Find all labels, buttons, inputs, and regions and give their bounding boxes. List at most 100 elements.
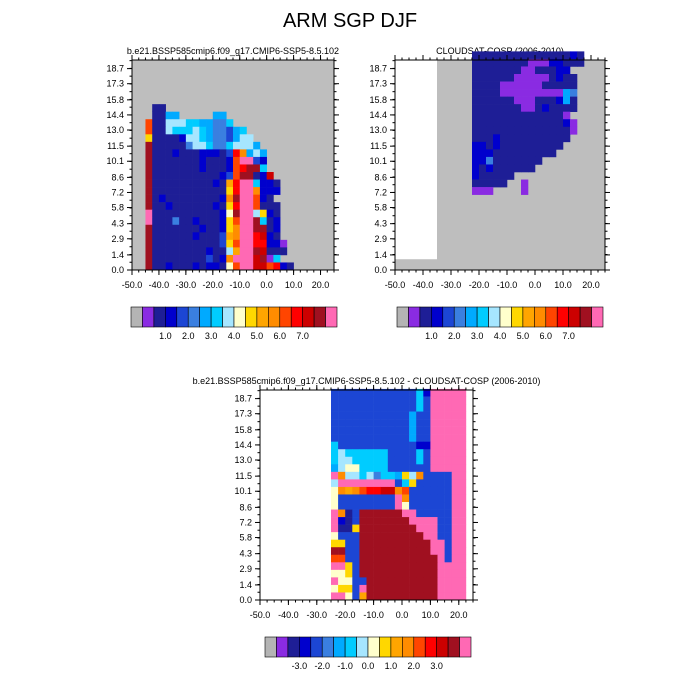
heatmap-cell (556, 126, 564, 135)
heatmap-cell (430, 449, 438, 458)
heatmap-cell (402, 502, 410, 510)
heatmap-cell (437, 441, 445, 450)
heatmap-cell (331, 577, 339, 586)
colorbar-label: 3.0 (471, 331, 484, 341)
heatmap-cell (352, 517, 360, 525)
heatmap-cell (239, 209, 247, 218)
heatmap-cell (479, 172, 487, 180)
heatmap-cell (273, 239, 281, 248)
heatmap-cell (212, 126, 220, 135)
y-tick-label: 13.0 (234, 455, 252, 465)
heatmap-cell (479, 156, 487, 165)
heatmap-cell (259, 262, 267, 271)
heatmap-cell (535, 81, 543, 90)
colorbar-swatch (367, 636, 380, 658)
heatmap-cell (394, 592, 403, 601)
heatmap-cell (514, 58, 522, 67)
heatmap-cell (212, 202, 220, 210)
heatmap-cell (423, 569, 431, 578)
heatmap-cell (380, 388, 389, 397)
heatmap-cell (359, 494, 367, 503)
heatmap-cell (226, 172, 234, 180)
heatmap-cell (458, 464, 467, 473)
heatmap-cell (563, 58, 571, 67)
heatmap-cell (345, 584, 353, 593)
heatmap-cell (352, 532, 360, 540)
heatmap-cell (373, 404, 381, 412)
heatmap-cell (273, 262, 281, 271)
heatmap-cell (206, 217, 214, 226)
x-tick-label: -10.0 (497, 280, 518, 290)
heatmap-cell (233, 224, 241, 233)
heatmap-cell (212, 217, 220, 226)
heatmap-cell (239, 134, 247, 143)
heatmap-cell (430, 434, 438, 442)
heatmap-cell (345, 464, 353, 473)
heatmap-cell (179, 217, 187, 226)
heatmap-cell (366, 456, 374, 465)
heatmap-cell (233, 262, 241, 271)
heatmap-cell (165, 111, 173, 120)
heatmap-cell (493, 81, 501, 90)
colorbar-label: 3.0 (430, 661, 443, 671)
heatmap-cell (542, 66, 550, 75)
heatmap-cell (212, 232, 220, 241)
heatmap-cell (338, 434, 346, 442)
heatmap-cell (158, 194, 166, 203)
heatmap-cell (145, 239, 153, 248)
heatmap-cell (212, 149, 220, 158)
y-tick-label: 10.1 (106, 156, 124, 166)
heatmap-cell (451, 532, 460, 540)
heatmap-cell (493, 149, 501, 158)
heatmap-cell (535, 111, 543, 120)
x-tick-label: 20.0 (582, 280, 600, 290)
heatmap-cell (437, 569, 445, 578)
heatmap-cell (387, 464, 396, 473)
heatmap-cell (179, 172, 187, 180)
heatmap-cell (145, 187, 153, 195)
colorbar-swatch (402, 636, 415, 658)
heatmap-cell (179, 126, 187, 135)
heatmap-cell (437, 577, 445, 586)
heatmap-cell (253, 194, 261, 203)
heatmap-cell (359, 577, 367, 586)
heatmap-cell (402, 434, 410, 442)
heatmap-cell (570, 81, 578, 90)
heatmap-cell (458, 592, 467, 601)
heatmap-cell (206, 149, 214, 158)
heatmap-cell (409, 532, 417, 540)
heatmap-cell (359, 592, 367, 601)
heatmap-cell (563, 74, 571, 82)
heatmap-cell (394, 532, 403, 540)
heatmap-cell (172, 111, 180, 120)
heatmap-cell (423, 494, 431, 503)
heatmap-cell (409, 554, 417, 563)
y-tick-label: 8.6 (111, 172, 124, 182)
heatmap-cell (145, 126, 153, 135)
heatmap-cell (172, 172, 180, 180)
heatmap-cell (423, 456, 431, 465)
heatmap-cell (165, 179, 173, 188)
heatmap-cell (570, 104, 578, 112)
x-tick-label: 0.0 (396, 610, 409, 620)
heatmap-cell (199, 224, 207, 233)
heatmap-cell (556, 119, 564, 128)
heatmap-cell (172, 217, 180, 226)
heatmap-cell (387, 577, 396, 586)
heatmap-cell (239, 262, 247, 271)
colorbar-label: 1.0 (425, 331, 438, 341)
heatmap-cell (338, 502, 346, 510)
heatmap-cell (199, 232, 207, 241)
heatmap-cell (366, 584, 374, 593)
colorbar-swatch (522, 306, 535, 328)
heatmap-cell (233, 134, 241, 143)
heatmap-cell (437, 562, 445, 571)
heatmap-cell (493, 111, 501, 120)
heatmap-cell (535, 96, 543, 105)
heatmap-cell (423, 486, 431, 495)
heatmap-cell (259, 254, 267, 263)
heatmap-cell (226, 232, 234, 241)
heatmap-cell (199, 164, 207, 173)
heatmap-cell (500, 96, 508, 105)
heatmap-cell (535, 89, 543, 97)
